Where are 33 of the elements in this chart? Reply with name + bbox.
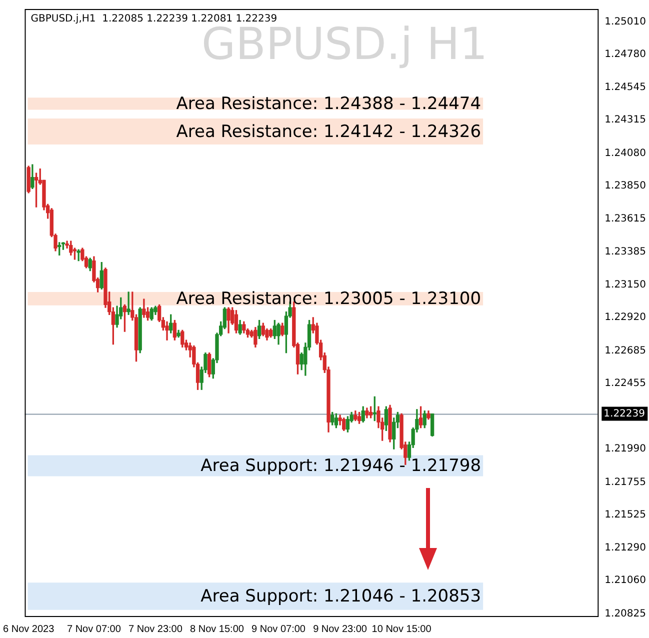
y-tick-label: 1.21525 [604, 509, 646, 520]
band-label: Area Resistance: 1.23005 - 1.23100 [176, 289, 482, 310]
ref-line-label: 1.22239 [604, 408, 646, 420]
x-tick-label: 8 Nov 15:00 [190, 624, 244, 635]
y-tick-label: 1.23385 [604, 246, 646, 258]
y-tick-label: 1.21755 [604, 476, 646, 488]
band-label: Area Resistance: 1.24388 - 1.24474 [176, 94, 482, 114]
candlestick [126, 292, 130, 315]
x-tick-label: 9 Nov 23:00 [313, 624, 368, 635]
y-tick-label: 1.22455 [604, 378, 646, 389]
candlestick [76, 249, 80, 262]
y-tick-label: 1.22920 [604, 312, 646, 324]
x-tick-label: 7 Nov 23:00 [128, 624, 183, 635]
y-tick-label: 1.21990 [604, 444, 646, 455]
y-tick-label: 1.24080 [604, 148, 646, 159]
band-label: Area Support: 1.21946 - 1.21798 [200, 456, 482, 476]
y-tick-label: 1.24315 [604, 114, 646, 126]
x-tick-label: 6 Nov 2023 [3, 624, 55, 635]
y-tick-label: 1.22685 [604, 345, 646, 356]
y-tick-label: 1.20825 [604, 608, 646, 620]
y-tick-label: 1.25010 [604, 16, 646, 28]
band-label: Area Resistance: 1.24142 - 1.24326 [176, 122, 482, 142]
y-tick-label: 1.21290 [604, 542, 646, 554]
y-tick-label: 1.23850 [604, 180, 646, 192]
x-tick-label: 9 Nov 07:00 [252, 624, 306, 635]
x-tick-label: 7 Nov 07:00 [66, 624, 122, 635]
y-tick-label: 1.23615 [604, 214, 646, 225]
band-label: Area Support: 1.21046 - 1.20853 [200, 586, 482, 607]
y-tick-label: 1.21060 [604, 575, 646, 586]
x-tick-label: 10 Nov 15:00 [372, 624, 432, 635]
y-tick-label: 1.23150 [604, 280, 646, 291]
y-tick-label: 1.24780 [604, 48, 646, 60]
y-tick-label: 1.24545 [604, 82, 646, 94]
